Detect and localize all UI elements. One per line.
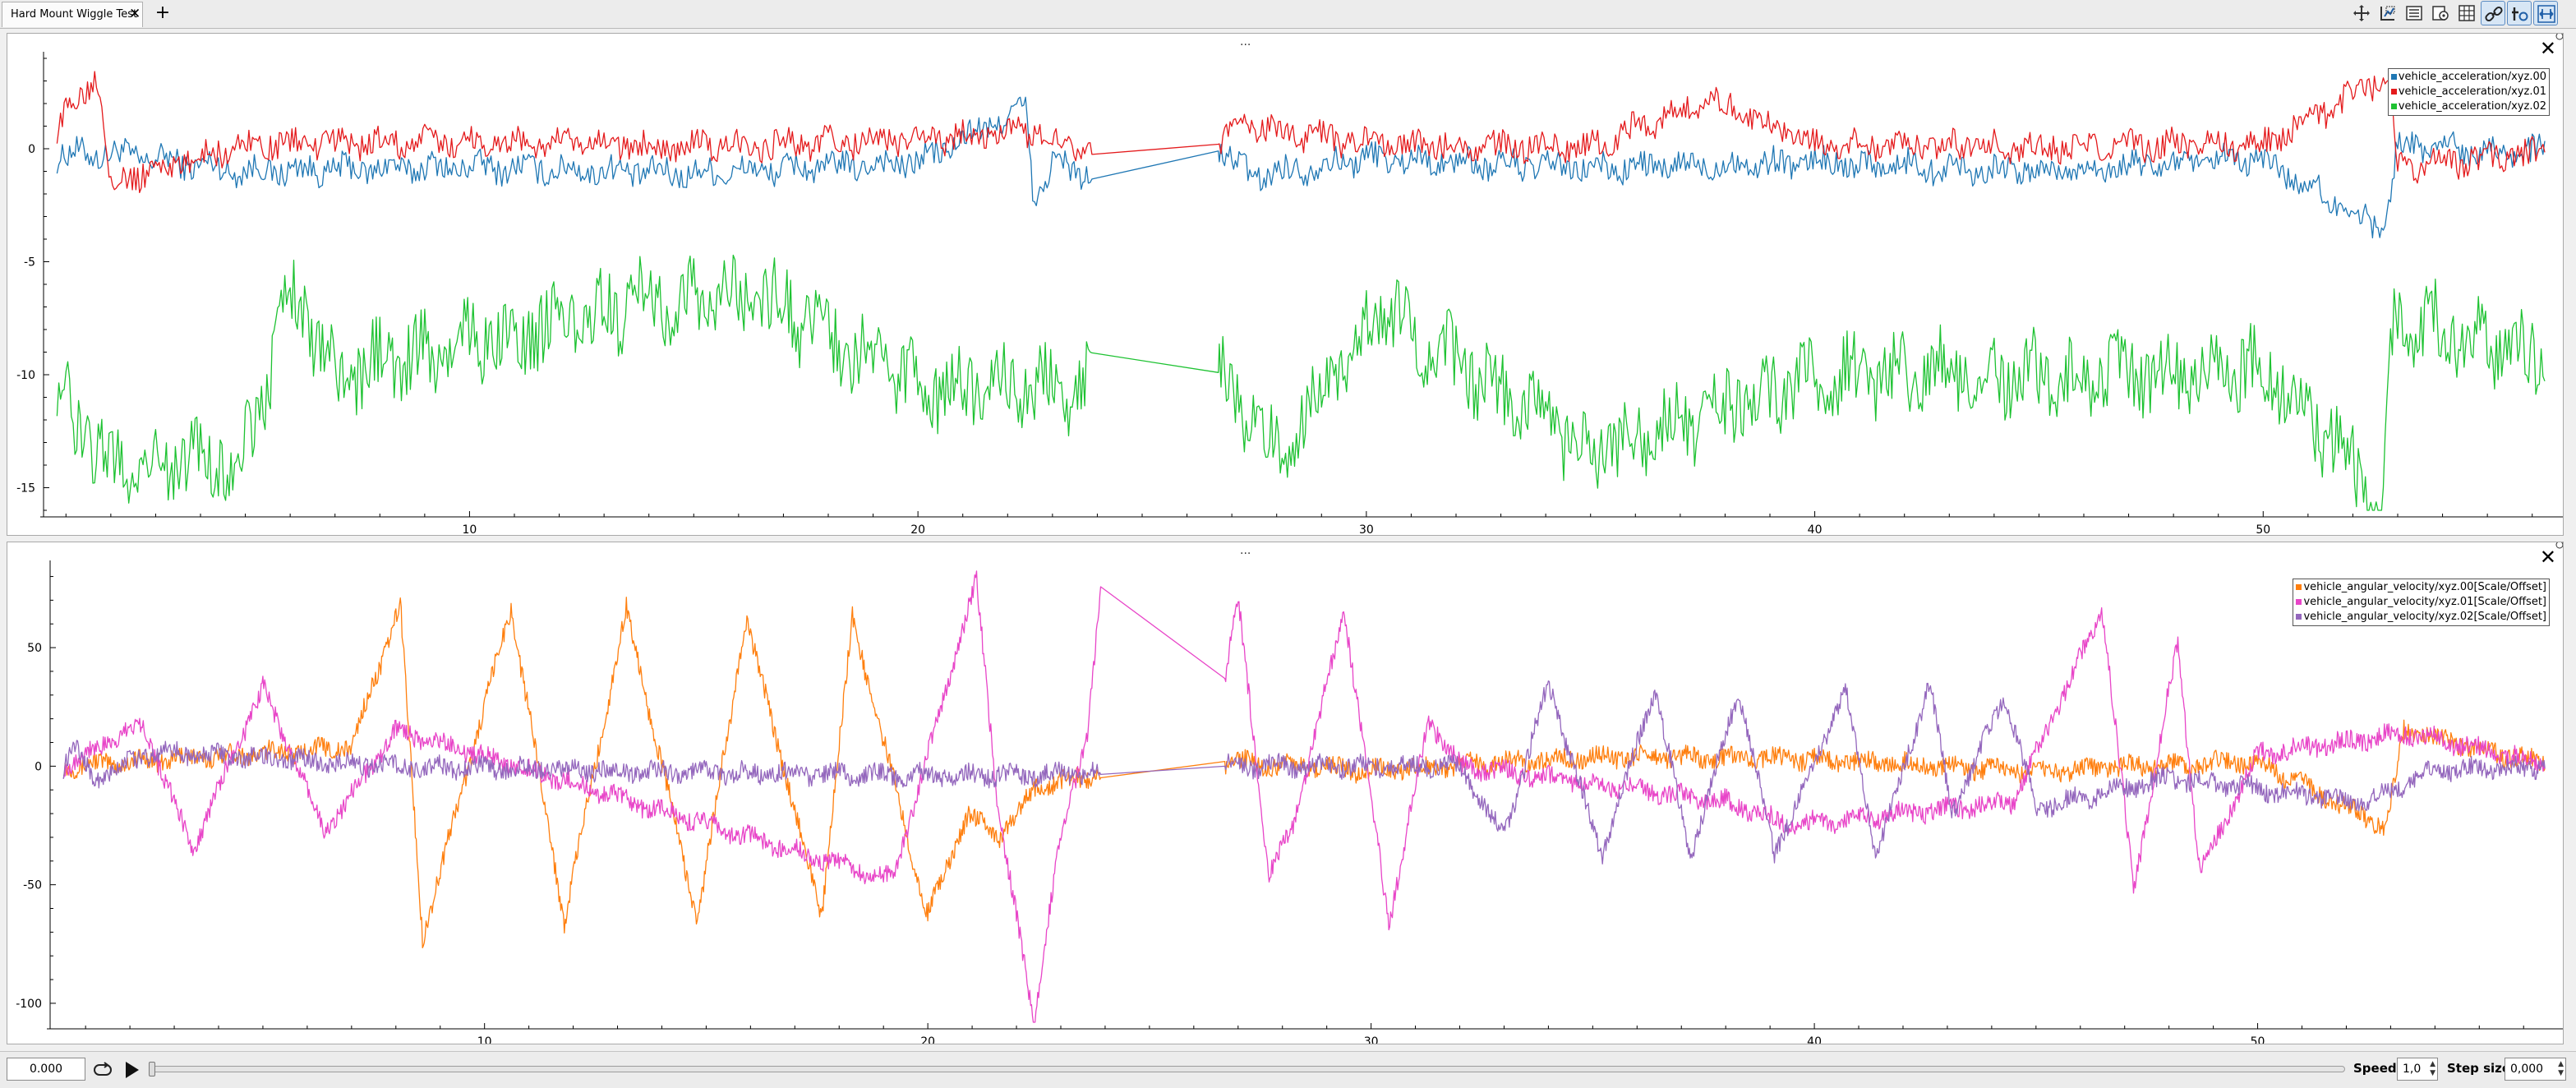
series-line-1-1 xyxy=(62,570,2546,1023)
legend-label: vehicle_acceleration/xyz.00 xyxy=(2398,71,2546,83)
spin-arrows-icon[interactable]: ▲ ▼ xyxy=(2430,1060,2435,1077)
loop-icon[interactable] xyxy=(92,1060,113,1080)
x-tick-label: 20 xyxy=(920,1035,935,1044)
close-icon[interactable]: ✕ xyxy=(2539,37,2556,60)
timeline-slider[interactable] xyxy=(149,1062,2345,1076)
angular-velocity-chart[interactable]: 10 20 30 40 50 50 0 -50 -100 xyxy=(7,542,2563,1044)
zoom-fit-icon[interactable] xyxy=(2533,1,2558,25)
legend-item[interactable]: vehicle_angular_velocity/xyz.01[Scale/Of… xyxy=(2296,595,2546,610)
speed-spinbox[interactable]: 1,0 ▲ ▼ xyxy=(2397,1058,2438,1081)
settings-icon[interactable] xyxy=(2428,1,2453,25)
tab-hard-mount-wiggle-test[interactable]: Hard Mount Wiggle Test ✕ xyxy=(2,2,143,27)
speed-value: 1,0 xyxy=(2403,1063,2422,1076)
spin-arrows-icon[interactable]: ▲ ▼ xyxy=(2558,1060,2564,1077)
legend-item[interactable]: vehicle_acceleration/xyz.00 xyxy=(2390,70,2546,85)
add-tab-button[interactable]: + xyxy=(154,2,171,23)
panel-drag-handle[interactable]: ... xyxy=(1240,544,1251,557)
y-tick-label: -15 xyxy=(16,482,35,496)
legend-item[interactable]: vehicle_angular_velocity/xyz.02[Scale/Of… xyxy=(2296,610,2546,625)
x-tick-label: 30 xyxy=(1359,523,1374,535)
play-icon[interactable] xyxy=(122,1059,141,1081)
legend-item[interactable]: vehicle_acceleration/xyz.01 xyxy=(2390,85,2546,99)
step-size-spinbox[interactable]: 0,000 ▲ ▼ xyxy=(2505,1058,2566,1081)
step-size-value: 0,000 xyxy=(2510,1063,2544,1076)
legend-swatch xyxy=(2296,584,2302,590)
legend-swatch xyxy=(2390,104,2397,109)
y-tick-label: -10 xyxy=(16,369,35,382)
move-icon[interactable] xyxy=(2349,1,2374,25)
legend-label: vehicle_acceleration/xyz.02 xyxy=(2398,100,2546,113)
y-tick-label: 0 xyxy=(28,143,35,156)
step-size-label: Step size: xyxy=(2447,1061,2516,1076)
plot-panel-angular-velocity[interactable]: ... ✕ 10 20 30 40 50 50 0 -50 -100 vehicle_angul… xyxy=(7,542,2564,1044)
legend-label: vehicle_angular_velocity/xyz.02[Scale/Of… xyxy=(2303,611,2546,623)
legend-label: vehicle_acceleration/xyz.01 xyxy=(2398,85,2546,98)
x-tick-label: 30 xyxy=(1364,1035,1379,1044)
tab-bar: Hard Mount Wiggle Test ✕ + xyxy=(0,0,2576,29)
x-tick-label: 50 xyxy=(2251,1035,2265,1044)
legend-item[interactable]: vehicle_acceleration/xyz.02 xyxy=(2390,99,2546,114)
panel-drag-handle[interactable]: ... xyxy=(1240,35,1251,48)
legend-item[interactable]: vehicle_angular_velocity/xyz.00[Scale/Of… xyxy=(2296,580,2546,595)
series-line-0-0 xyxy=(56,96,2546,239)
y-tick-label: -50 xyxy=(23,879,42,892)
y-tick-label: 50 xyxy=(27,642,42,655)
close-icon[interactable]: ✕ xyxy=(129,6,141,22)
x-tick-label: 40 xyxy=(1807,1035,1822,1044)
acceleration-chart[interactable]: 10 20 30 40 50 0 -5 -10 -15 xyxy=(7,34,2563,535)
x-tick-label: 10 xyxy=(477,1035,492,1044)
y-tick-label: -5 xyxy=(24,256,35,270)
zoom-icon[interactable] xyxy=(2376,1,2400,25)
link-icon[interactable] xyxy=(2481,1,2505,25)
corner-handle-icon[interactable] xyxy=(2555,34,2563,40)
series-line-0-2 xyxy=(56,254,2546,511)
speed-label: Speed: xyxy=(2353,1061,2402,1076)
playback-bar: 0.000 Speed: 1,0 ▲ ▼ Step size: 0,000 ▲ ▼ xyxy=(0,1051,2576,1088)
x-tick-label: 50 xyxy=(2256,523,2270,535)
legend-angular-velocity[interactable]: vehicle_angular_velocity/xyz.00[Scale/Of… xyxy=(2293,579,2550,626)
series-line-0-1 xyxy=(56,71,2546,194)
legend-swatch xyxy=(2390,89,2397,95)
grid-icon[interactable] xyxy=(2454,1,2479,25)
y-tick-label: 0 xyxy=(35,760,42,773)
y-tick-label: -100 xyxy=(16,998,42,1011)
legend-swatch xyxy=(2390,74,2397,80)
close-icon[interactable]: ✕ xyxy=(2539,546,2556,569)
series-line-1-0 xyxy=(62,597,2546,949)
tab-label: Hard Mount Wiggle Test xyxy=(11,8,138,21)
time-field[interactable]: 0.000 xyxy=(7,1058,85,1081)
x-tick-label: 20 xyxy=(910,523,925,535)
plot-panel-acceleration[interactable]: ... ✕ 10 20 30 40 50 0 -5 -10 -15 vehicle_accele… xyxy=(7,33,2564,536)
corner-handle-icon[interactable] xyxy=(2555,542,2563,549)
time-offset-icon[interactable] xyxy=(2507,1,2532,25)
legend-label: vehicle_angular_velocity/xyz.01[Scale/Of… xyxy=(2303,596,2546,608)
series-line-1-2 xyxy=(62,680,2546,864)
timeline-handle[interactable] xyxy=(149,1062,155,1076)
legend-swatch xyxy=(2296,599,2302,605)
legend-swatch xyxy=(2296,614,2302,620)
legend-label: vehicle_angular_velocity/xyz.00[Scale/Of… xyxy=(2303,581,2546,593)
x-tick-label: 40 xyxy=(1808,523,1823,535)
legend-icon[interactable] xyxy=(2402,1,2426,25)
x-tick-label: 10 xyxy=(463,523,477,535)
legend-acceleration[interactable]: vehicle_acceleration/xyz.00 vehicle_accel… xyxy=(2387,68,2550,116)
